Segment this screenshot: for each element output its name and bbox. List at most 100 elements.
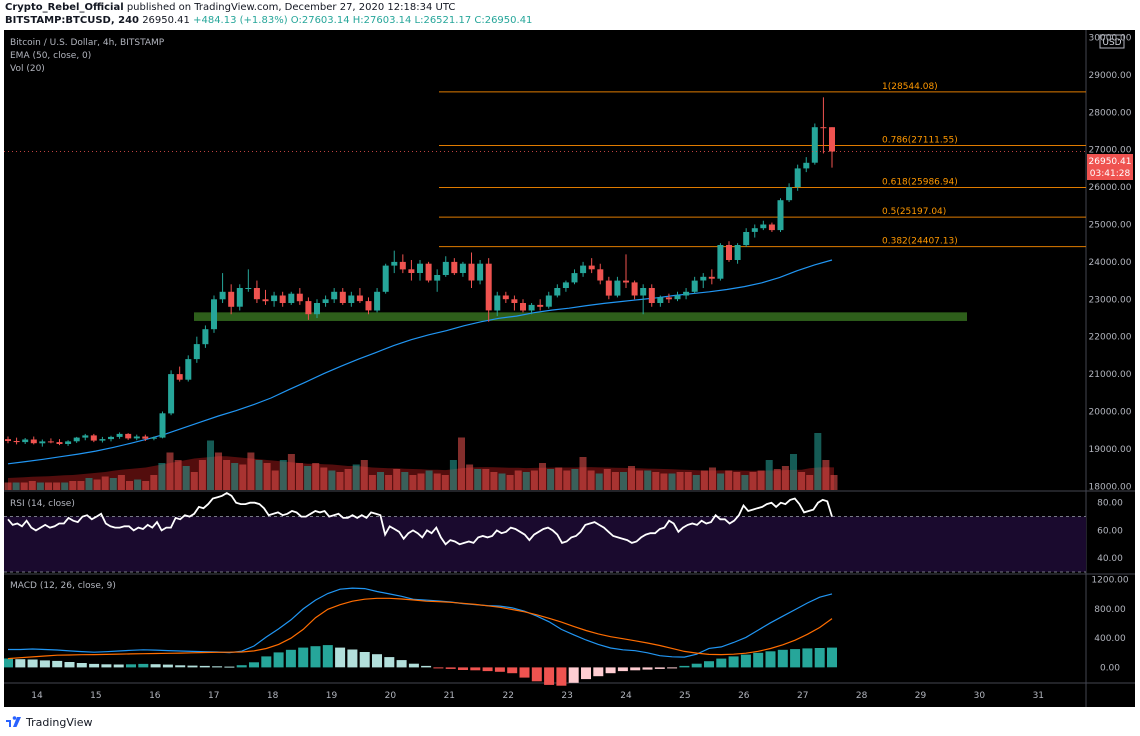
macd-histogram-bar (126, 664, 136, 668)
candle-body (580, 265, 587, 274)
volume-bar (279, 460, 287, 490)
candle-body (185, 359, 192, 380)
candle-body (494, 295, 501, 311)
macd-histogram-bar (212, 666, 223, 668)
tradingview-logo-icon[interactable] (6, 716, 24, 727)
volume-bar (709, 467, 716, 490)
macd-histogram-bar (384, 657, 395, 668)
volume-bar (741, 475, 749, 490)
volume-bar (636, 470, 644, 490)
volume-bar (433, 473, 441, 490)
volume-bar (790, 454, 797, 490)
volume-bar (563, 470, 571, 490)
macd-histogram-bar (421, 665, 432, 668)
price-change: +484.13 (+1.83%) (193, 15, 288, 26)
candle-body (768, 224, 775, 231)
chart-area[interactable]: Bitcoin / U.S. Dollar, 4h, BITSTAMP EMA … (4, 30, 1135, 707)
fib-level-label: 0.618(25986.94) (882, 178, 958, 188)
time-tick-label: 15 (90, 691, 101, 701)
price-tick-label: 23000.00 (1089, 295, 1132, 305)
candle-body (623, 280, 629, 283)
time-tick-label: 17 (208, 691, 219, 701)
tradingview-brand[interactable]: TradingView (26, 716, 93, 729)
candle-body (202, 329, 209, 345)
volume-bar (296, 463, 303, 490)
candle-body (760, 224, 767, 229)
volume-bar (231, 463, 239, 490)
time-tick-label: 31 (1033, 691, 1044, 701)
candle-body (279, 295, 286, 303)
volume-bar (134, 479, 142, 490)
volume-bar (174, 460, 182, 490)
volume-bar (320, 467, 328, 490)
macd-histogram-bar (593, 667, 604, 677)
macd-histogram-bar (458, 667, 468, 670)
macd-histogram-bar (827, 647, 837, 668)
candle-body (691, 280, 698, 292)
macd-histogram-bar (544, 667, 555, 685)
time-tick-label: 25 (679, 691, 690, 701)
time-tick-label: 21 (444, 691, 455, 701)
candle-body (245, 288, 252, 289)
candle-body (605, 280, 612, 296)
macd-histogram-bar (507, 667, 518, 674)
publish-header: Crypto_Rebel_Official published on Tradi… (0, 0, 1140, 30)
macd-histogram-bar (310, 646, 321, 668)
macd-histogram-bar (298, 647, 309, 668)
price-tick-label: 28000.00 (1089, 108, 1132, 118)
volume-bar (798, 472, 806, 490)
candle-body (777, 200, 784, 231)
volume-bar (417, 473, 425, 490)
volume-bar (223, 460, 231, 490)
candle-body (30, 439, 37, 444)
candle-body (168, 374, 175, 414)
volume-bar (474, 469, 482, 490)
macd-histogram-bar (76, 663, 87, 668)
macd-histogram-bar (642, 667, 653, 670)
candle-body (305, 301, 312, 315)
author-name[interactable]: Crypto_Rebel_Official (5, 2, 124, 13)
volume-bar (287, 454, 295, 490)
volume-bar (142, 481, 150, 490)
volume-bar (198, 460, 206, 490)
rsi-line (7, 491, 833, 546)
candle-body (657, 297, 664, 303)
candle-body (434, 275, 441, 281)
candle-body (726, 245, 732, 260)
chart-svg[interactable]: Bitcoin / U.S. Dollar, 4h, BITSTAMP EMA … (4, 30, 1135, 707)
candle-body (597, 269, 604, 281)
volume-bar (182, 466, 190, 490)
volume-bar (117, 475, 125, 490)
volume-bar (377, 472, 384, 490)
volume-bar (360, 460, 368, 490)
candle-body (150, 437, 157, 439)
macd-tick-label: 0.00 (1100, 663, 1120, 673)
macd-histogram-bar (187, 665, 198, 668)
macd-histogram-bar (605, 667, 616, 674)
volume-bar (85, 478, 93, 490)
volume-bar (126, 481, 133, 490)
macd-histogram-bar (261, 656, 272, 668)
volume-bar (822, 460, 830, 490)
macd-histogram-bar (777, 649, 788, 668)
macd-tick-label: 800.00 (1094, 605, 1126, 615)
volume-bar (425, 470, 433, 490)
last-price-tag (1087, 154, 1133, 180)
macd-histogram-bar (556, 667, 567, 686)
candle-body (108, 436, 114, 440)
candle-body (314, 303, 320, 315)
macd-tick-label: 1200.00 (1091, 576, 1128, 586)
candle-body (751, 228, 758, 232)
volume-bar (652, 472, 660, 490)
volume-bar (644, 470, 652, 490)
macd-histogram-bar (408, 663, 419, 668)
macd-histogram-bar (64, 662, 75, 668)
volume-bar (304, 466, 312, 490)
candle-body (803, 162, 810, 169)
fib-level-label: 0.382(24407.13) (882, 237, 958, 247)
candle-body (65, 441, 72, 444)
candle-body (811, 127, 818, 163)
time-tick-label: 16 (149, 691, 161, 701)
candle-body (322, 299, 329, 303)
volume-bar (611, 472, 619, 490)
